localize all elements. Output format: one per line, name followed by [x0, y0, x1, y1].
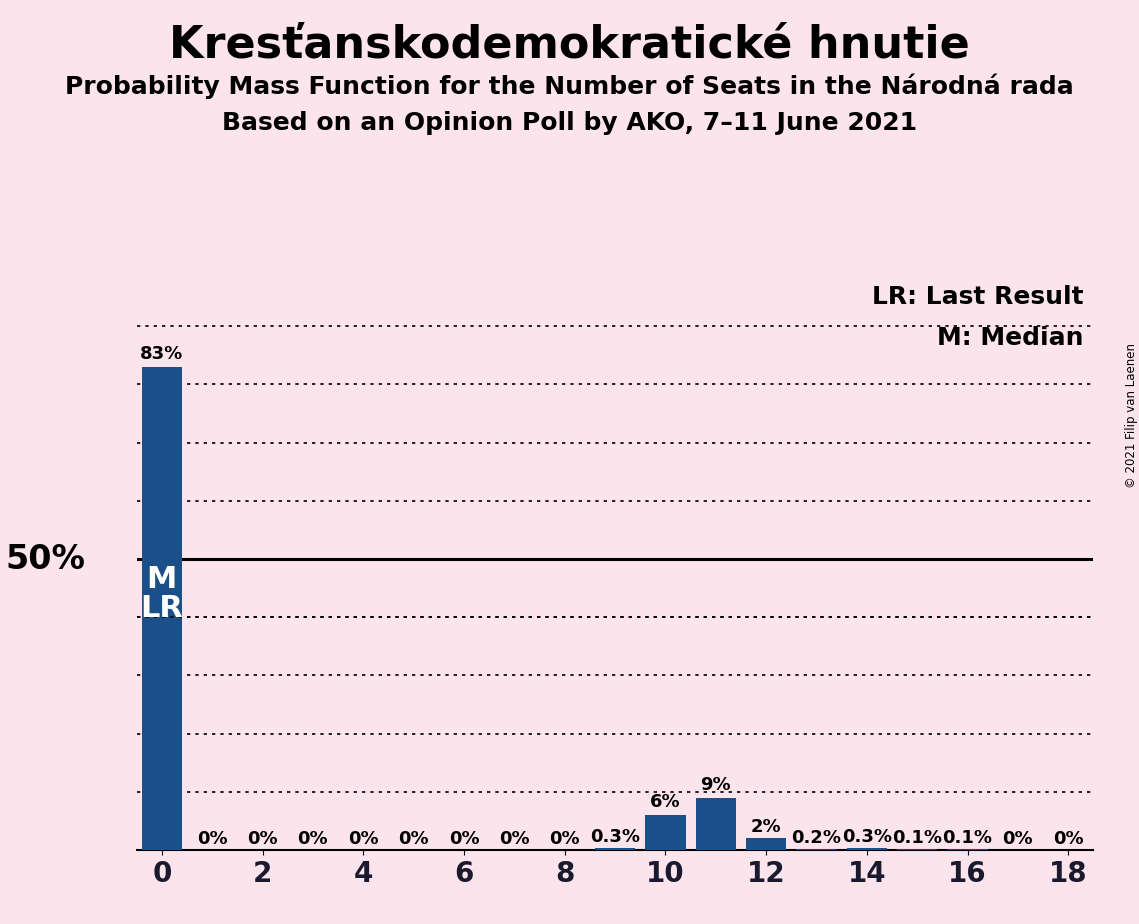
Text: 0%: 0% — [349, 830, 378, 847]
Bar — [141, 367, 182, 850]
Text: 83%: 83% — [140, 345, 183, 363]
Text: 50%: 50% — [6, 542, 85, 576]
Text: 0.3%: 0.3% — [842, 828, 892, 846]
Text: 0%: 0% — [1002, 830, 1033, 847]
Text: LR: LR — [140, 594, 183, 623]
Bar — [796, 849, 837, 850]
Text: M: M — [147, 565, 177, 594]
Text: LR: Last Result: LR: Last Result — [872, 286, 1084, 310]
Text: 0%: 0% — [297, 830, 328, 847]
Text: 2%: 2% — [751, 818, 781, 836]
Text: 0.1%: 0.1% — [943, 829, 992, 847]
Text: 0%: 0% — [549, 830, 580, 847]
Text: 0%: 0% — [449, 830, 480, 847]
Bar — [646, 815, 686, 850]
Text: 0%: 0% — [1052, 830, 1083, 847]
Text: © 2021 Filip van Laenen: © 2021 Filip van Laenen — [1124, 344, 1138, 488]
Text: Kresťanskodemokratické hnutie: Kresťanskodemokratické hnutie — [169, 23, 970, 67]
Text: 0%: 0% — [197, 830, 228, 847]
Text: 9%: 9% — [700, 775, 731, 794]
Text: 6%: 6% — [650, 793, 681, 811]
Bar — [696, 797, 736, 850]
Text: 0%: 0% — [499, 830, 530, 847]
Text: 0%: 0% — [247, 830, 278, 847]
Bar — [595, 848, 636, 850]
Text: 0%: 0% — [399, 830, 429, 847]
Text: Probability Mass Function for the Number of Seats in the Národná rada: Probability Mass Function for the Number… — [65, 74, 1074, 100]
Text: 0.3%: 0.3% — [590, 828, 640, 846]
Text: M: Median: M: Median — [937, 326, 1084, 350]
Text: 0.2%: 0.2% — [792, 829, 842, 846]
Text: 0.1%: 0.1% — [892, 829, 942, 847]
Text: Based on an Opinion Poll by AKO, 7–11 June 2021: Based on an Opinion Poll by AKO, 7–11 Ju… — [222, 111, 917, 135]
Bar — [746, 838, 786, 850]
Bar — [846, 848, 887, 850]
